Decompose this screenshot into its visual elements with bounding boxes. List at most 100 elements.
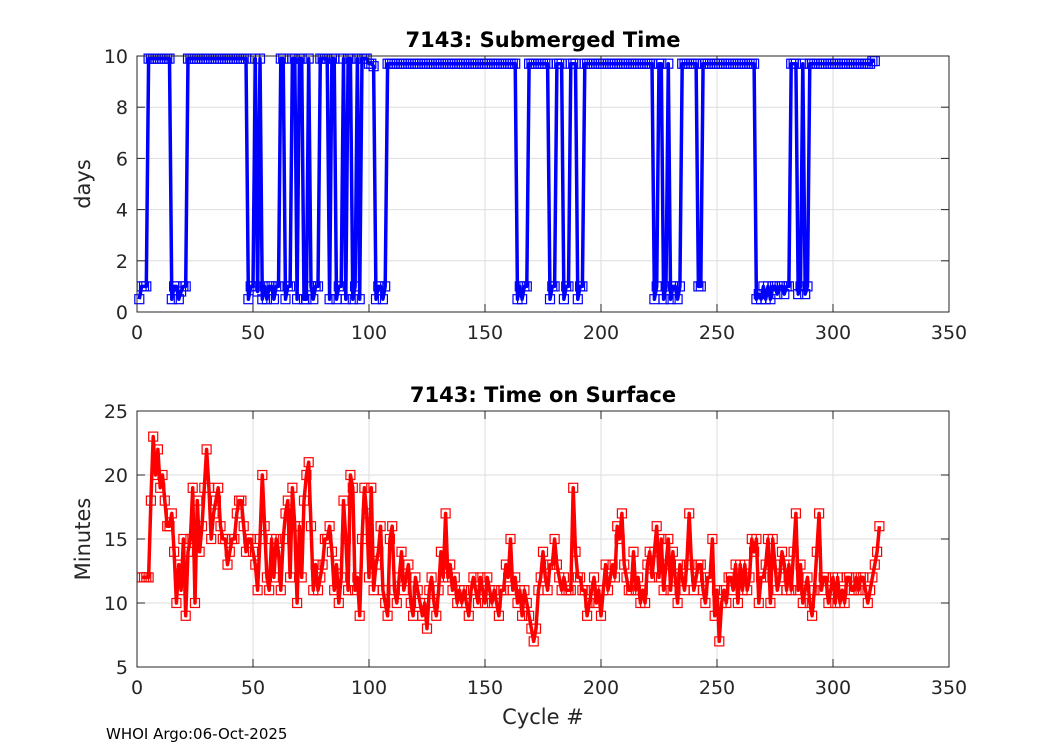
data-point (658, 294, 669, 305)
data-point (459, 585, 470, 596)
data-point (166, 294, 177, 305)
data-point (475, 572, 486, 583)
data-point (164, 53, 175, 64)
data-point (296, 572, 307, 583)
data-point (442, 572, 453, 583)
data-point (540, 572, 551, 583)
data-point (391, 597, 402, 609)
data-point (572, 294, 583, 305)
data-point (417, 610, 428, 621)
x-tick-label: 50 (241, 322, 265, 344)
y-tick-label: 15 (104, 529, 128, 551)
data-point (329, 585, 340, 596)
data-point (377, 294, 388, 305)
data-point (549, 281, 560, 292)
data-point (660, 559, 672, 570)
data-point (505, 533, 516, 545)
data-point (797, 597, 808, 609)
data-point (157, 469, 168, 481)
data-point (213, 482, 224, 493)
data-point (577, 281, 588, 292)
data-point (155, 482, 166, 493)
data-point (240, 546, 252, 557)
data-point (431, 610, 442, 621)
y-tick-label: 8 (116, 97, 128, 119)
data-point (159, 495, 170, 506)
data-point (296, 53, 307, 64)
y-tick-label: 10 (104, 46, 128, 68)
data-point (653, 572, 665, 583)
data-point (301, 469, 312, 481)
data-point (143, 572, 154, 583)
data-point (324, 521, 335, 532)
grid (137, 56, 949, 312)
data-point (312, 281, 324, 292)
data-point (639, 597, 651, 609)
data-point (148, 431, 159, 442)
y-tick-label: 0 (116, 302, 128, 324)
data-point (359, 482, 370, 493)
data-point (224, 546, 235, 557)
tick-labels: 0 50 100 150 200 250 300 350 5 10 15 20 25 (104, 401, 967, 699)
data-point (268, 572, 279, 583)
data-point (303, 53, 314, 64)
data-point (421, 623, 433, 634)
data-point (519, 585, 530, 596)
data-point (470, 585, 481, 596)
x-tick-label: 150 (467, 322, 503, 344)
data-point (748, 546, 760, 557)
x-tick-label: 350 (931, 677, 967, 699)
data-point (354, 294, 365, 305)
data-point (510, 58, 521, 69)
data-point (619, 559, 630, 570)
data-point (521, 281, 532, 292)
data-point (507, 585, 518, 596)
data-point (187, 482, 198, 493)
data-point (825, 585, 836, 596)
data-point (523, 610, 535, 621)
data-point (180, 281, 191, 292)
x-tick-label: 300 (815, 677, 851, 699)
x-tick-label: 300 (815, 322, 851, 344)
data-point (308, 294, 319, 305)
data-point (268, 294, 279, 305)
y-tick-label: 4 (116, 200, 128, 222)
data-point (579, 585, 590, 596)
plot-area (137, 56, 949, 312)
data-point (672, 294, 683, 305)
data-point (839, 597, 850, 609)
data-point (384, 533, 395, 545)
data-point (528, 636, 539, 647)
data-point (294, 521, 305, 532)
x-tick-label: 100 (351, 677, 387, 699)
data-point (326, 546, 337, 557)
data-point (141, 281, 152, 292)
data-point (570, 546, 581, 557)
data-point (370, 559, 382, 570)
data-point (862, 597, 873, 609)
data-point (194, 546, 205, 557)
data-point (800, 289, 811, 300)
data-point (336, 281, 347, 292)
data-point (721, 597, 732, 609)
data-point (658, 585, 669, 596)
data-point (776, 546, 788, 557)
submerged-time-chart: 0 50 100 150 200 250 300 350 0 2 4 6 8 10 7143: Submer… (71, 28, 967, 344)
data-point (361, 508, 372, 519)
data-point (765, 294, 776, 305)
data-point (493, 610, 504, 621)
y-axis-label: days (71, 159, 95, 209)
data-point (607, 559, 618, 570)
data-point (765, 597, 776, 609)
data-point (809, 585, 820, 596)
y-tick-label: 20 (104, 465, 128, 487)
y-tick-label: 2 (116, 251, 128, 273)
data-point (366, 482, 377, 493)
data-point (558, 294, 570, 305)
data-point (674, 281, 686, 292)
x-tick-label: 200 (583, 322, 619, 344)
data-point (704, 572, 716, 583)
x-tick-label: 0 (131, 322, 143, 344)
data-point (303, 457, 314, 468)
data-point (468, 572, 479, 583)
